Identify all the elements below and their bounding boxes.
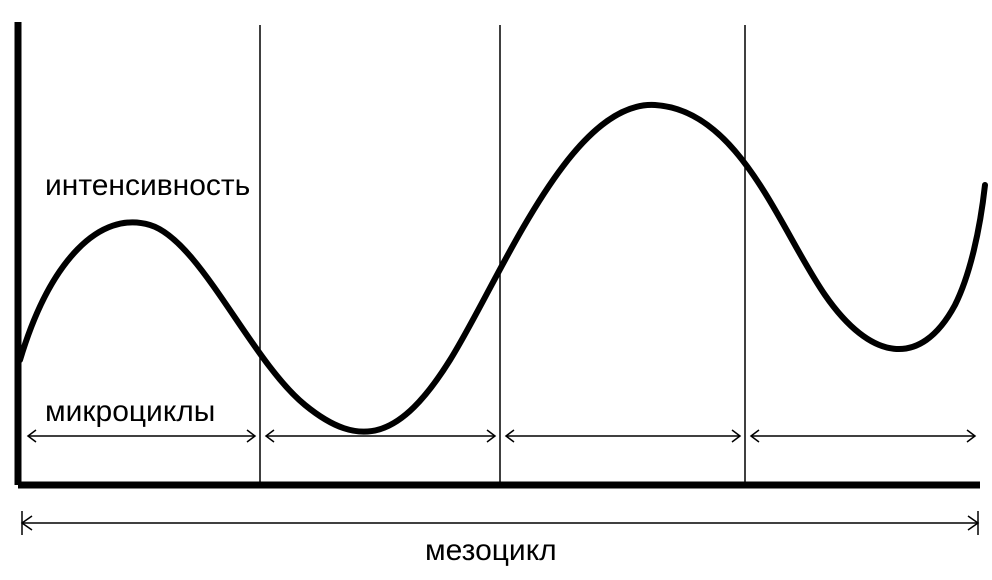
mesocycle-label: мезоцикл — [425, 534, 557, 567]
chart-svg: интенсивность микроциклы мезоцикл — [0, 0, 992, 580]
microcycles-label: микроциклы — [45, 395, 215, 428]
intensity-label: интенсивность — [45, 169, 250, 202]
intensity-curve — [20, 105, 985, 432]
microcycle-arrows — [28, 430, 975, 442]
vertical-dividers — [260, 25, 745, 482]
training-cycle-chart: интенсивность микроциклы мезоцикл — [0, 0, 992, 580]
mesocycle-arrow — [22, 511, 978, 535]
